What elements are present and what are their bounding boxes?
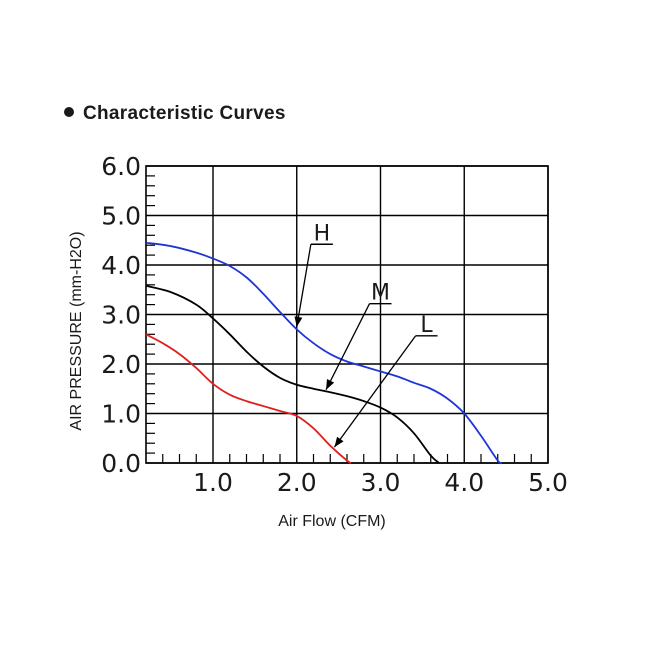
tick-labels: 1.0 2.0 3.0 4.0 5.0 0.0 1.0 2.0 3.0 4.0 5.0 6.0 <box>101 152 568 497</box>
annotation-arrowhead-H <box>294 316 303 327</box>
plot-frame <box>145 165 549 464</box>
chart-grid <box>146 165 549 464</box>
y-tick-label-6: 6.0 <box>101 152 141 181</box>
x-tick-label-3: 4.0 <box>444 468 484 497</box>
curve-label-M: M <box>371 281 390 306</box>
y-tick-label-0: 0.0 <box>101 449 141 478</box>
x-tick-label-0: 1.0 <box>193 468 233 497</box>
curve-label-L: L <box>420 313 433 338</box>
x-tick-label-4: 5.0 <box>528 468 568 497</box>
annotation-arrowhead-L <box>334 436 344 448</box>
annotation-leader-H <box>296 244 312 327</box>
y-axis-label: AIR PRESSURE (mm-H2O) <box>68 231 85 430</box>
series-line-M <box>145 284 440 464</box>
series-line-L <box>145 333 352 464</box>
x-axis-label: Air Flow (CFM) <box>278 513 386 530</box>
plot-border <box>145 165 549 464</box>
y-tick-label-4: 4.0 <box>101 251 141 280</box>
series-lines <box>145 241 503 465</box>
annotation-arrowhead-M <box>326 379 335 390</box>
chart-title-text: Characteristic Curves <box>83 103 286 124</box>
curve-label-H: H <box>314 221 331 246</box>
annotation-leader-L <box>333 335 417 448</box>
x-tick-label-2: 3.0 <box>361 468 401 497</box>
y-tick-label-2: 2.0 <box>101 350 141 379</box>
minor-ticks <box>146 175 532 463</box>
chart-title: Characteristic Curves <box>64 103 286 125</box>
y-tick-label-3: 3.0 <box>101 301 141 330</box>
x-tick-label-1: 2.0 <box>277 468 317 497</box>
y-tick-label-5: 5.0 <box>101 202 141 231</box>
bullet-icon <box>64 106 74 117</box>
curve-annotations: H M L <box>294 221 438 448</box>
y-tick-label-1: 1.0 <box>101 400 141 429</box>
annotation-leader-M <box>325 303 371 391</box>
series-line-H <box>145 241 503 465</box>
